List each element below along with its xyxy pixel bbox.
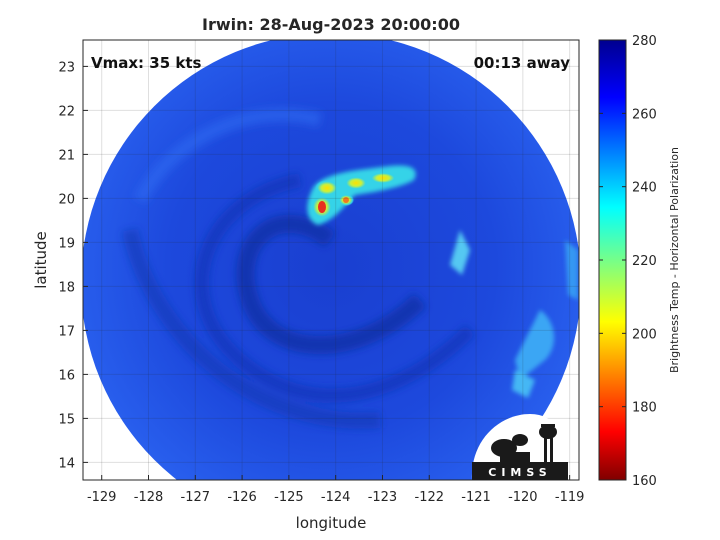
- x-tick-label: -123: [368, 490, 398, 505]
- cold-cloud-tops: [307, 165, 416, 225]
- x-tick-label: -125: [274, 490, 304, 505]
- x-tick-label: -127: [181, 490, 211, 505]
- colorbar-tick-label: 200: [632, 327, 657, 342]
- x-axis-label: longitude: [296, 514, 367, 532]
- light-patches: [450, 230, 578, 398]
- colorbar-tick-label: 220: [632, 254, 657, 269]
- plot-frame: [82, 39, 580, 481]
- colorbar-tick-label: 160: [632, 474, 657, 489]
- colorbar-label: Brightness Temp - Horizontal Polarizatio…: [668, 147, 681, 373]
- x-ticks: -129 -128 -127 -126 -125 -124 -123 -122 -121 -120…: [87, 475, 584, 505]
- x-tick-label: -128: [134, 490, 164, 505]
- time-away-label: 00:13 away: [474, 54, 571, 72]
- y-tick-label: 16: [58, 368, 75, 383]
- logo-text: CIMSS: [488, 466, 551, 479]
- colorbar-tick-label: 260: [632, 107, 657, 122]
- logo-band: [472, 462, 568, 480]
- y-tick-label: 14: [58, 456, 75, 471]
- y-axis-label: latitude: [32, 231, 50, 289]
- colorbar: [599, 40, 626, 480]
- colorbar-tick-label: 280: [632, 34, 657, 49]
- logo-tower-icon: [539, 424, 557, 462]
- spiral-bands: [122, 107, 475, 429]
- y-tick-label: 15: [58, 412, 75, 427]
- logo-dish-icon: [491, 434, 530, 462]
- x-tick-label: -120: [508, 490, 538, 505]
- grid-lines: [83, 40, 579, 480]
- cimss-logo: CIMSS: [471, 414, 569, 480]
- x-tick-label: -119: [555, 490, 585, 505]
- microwave-swath-image: [83, 40, 579, 480]
- x-tick-label: -124: [321, 490, 351, 505]
- colorbar-ticks: 160 180 200 220 240 260 280: [599, 34, 657, 489]
- colorbar-tick-label: 240: [632, 181, 657, 196]
- y-ticks: 14 15 16 17 18 19 20 21 22 23: [58, 60, 88, 471]
- colorbar-tick-label: 180: [632, 401, 657, 416]
- x-tick-label: -122: [415, 490, 445, 505]
- y-tick-label: 23: [58, 60, 75, 75]
- y-tick-label: 17: [58, 324, 75, 339]
- x-tick-label: -121: [461, 490, 491, 505]
- vmax-label: Vmax: 35 kts: [91, 54, 201, 72]
- y-tick-label: 20: [58, 192, 75, 207]
- y-tick-label: 18: [58, 280, 75, 295]
- x-tick-label: -126: [227, 490, 257, 505]
- y-tick-label: 22: [58, 104, 75, 119]
- y-tick-label: 21: [58, 148, 75, 163]
- y-tick-label: 19: [58, 236, 75, 251]
- chart-title: Irwin: 28-Aug-2023 20:00:00: [202, 15, 460, 34]
- x-tick-label: -129: [87, 490, 117, 505]
